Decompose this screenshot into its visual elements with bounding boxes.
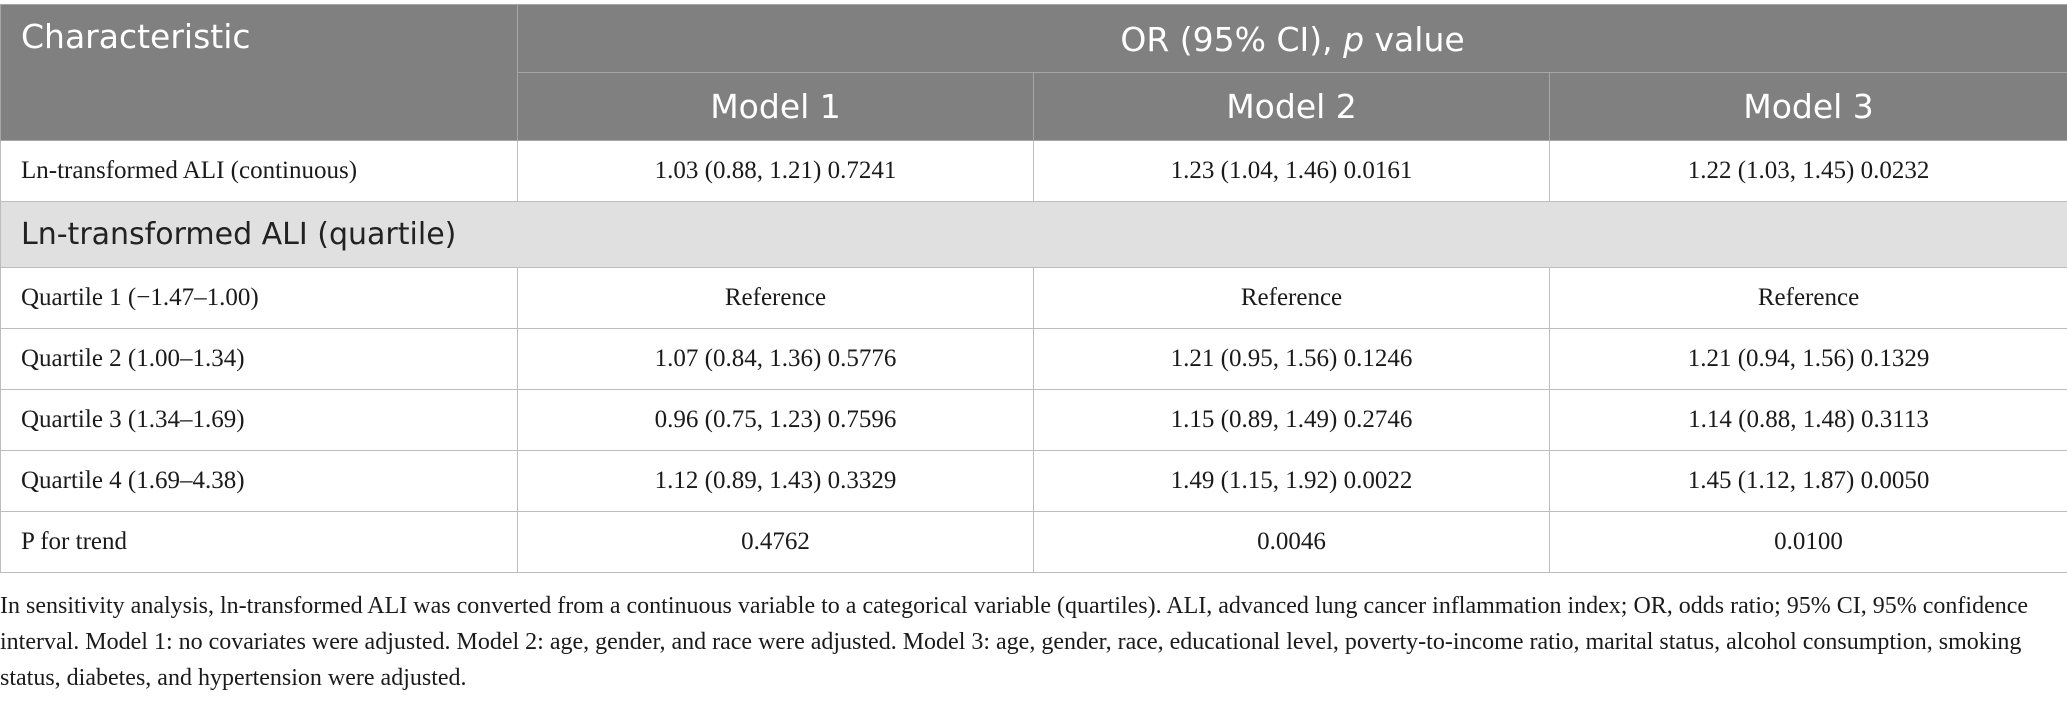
- header-or-group: OR (95% CI), p value: [516, 4, 2067, 73]
- table-row: Ln-transformed ALI (continuous) 1.03 (0.…: [0, 140, 2067, 202]
- cell-model-1: 1.12 (0.89, 1.43) 0.3329: [517, 450, 1034, 512]
- header-p-italic: p: [1343, 19, 1365, 59]
- table-body: Ln-transformed ALI (continuous) 1.03 (0.…: [0, 140, 2067, 573]
- cell-model-2: 1.23 (1.04, 1.46) 0.0161: [1033, 140, 1550, 202]
- cell-model-3: 1.21 (0.94, 1.56) 0.1329: [1548, 328, 2067, 390]
- cell-model-2: 1.21 (0.95, 1.56) 0.1246: [1033, 328, 1550, 390]
- header-characteristic: Characteristic: [0, 4, 518, 141]
- row-label: Quartile 2 (1.00–1.34): [0, 328, 518, 390]
- cell-model-3: 1.14 (0.88, 1.48) 0.3113: [1548, 389, 2067, 451]
- row-label: P for trend: [0, 511, 518, 573]
- header-or-prefix: OR (95% CI),: [1120, 19, 1344, 59]
- cell-model-1: Reference: [517, 267, 1034, 329]
- table-row: Quartile 3 (1.34–1.69) 0.96 (0.75, 1.23)…: [0, 389, 2067, 451]
- cell-model-2: Reference: [1033, 267, 1550, 329]
- cell-model-3: 1.45 (1.12, 1.87) 0.0050: [1548, 450, 2067, 512]
- cell-model-1: 1.03 (0.88, 1.21) 0.7241: [517, 140, 1034, 202]
- section-row: Ln-transformed ALI (quartile): [0, 201, 2067, 268]
- header-model-2: Model 2: [1033, 72, 1550, 141]
- row-label: Quartile 3 (1.34–1.69): [0, 389, 518, 451]
- row-label: Ln-transformed ALI (continuous): [0, 140, 518, 202]
- table-row: Quartile 2 (1.00–1.34) 1.07 (0.84, 1.36)…: [0, 328, 2067, 390]
- table-footnote: In sensitivity analysis, ln-transformed …: [0, 593, 2029, 691]
- header-or-suffix: value: [1364, 19, 1465, 59]
- section-label: Ln-transformed ALI (quartile): [0, 201, 2067, 268]
- cell-model-3: 0.0100: [1548, 511, 2067, 573]
- cell-model-2: 1.15 (0.89, 1.49) 0.2746: [1033, 389, 1550, 451]
- cell-model-1: 0.96 (0.75, 1.23) 0.7596: [517, 389, 1034, 451]
- table-header: Characteristic OR (95% CI), p value Mode…: [0, 4, 2067, 141]
- cell-model-3: 1.22 (1.03, 1.45) 0.0232: [1548, 140, 2067, 202]
- cell-model-3: Reference: [1548, 267, 2067, 329]
- table-row: P for trend 0.4762 0.0046 0.0100: [0, 511, 2067, 573]
- table-row: Quartile 4 (1.69–4.38) 1.12 (0.89, 1.43)…: [0, 450, 2067, 512]
- cell-model-1: 0.4762: [517, 511, 1034, 573]
- header-model-1: Model 1: [517, 72, 1034, 141]
- table-row: Quartile 1 (−1.47–1.00) Reference Refere…: [0, 267, 2067, 329]
- header-model-3: Model 3: [1548, 72, 2067, 141]
- results-table-container: Characteristic OR (95% CI), p value Mode…: [0, 4, 2067, 573]
- odds-ratio-table: Characteristic OR (95% CI), p value Mode…: [0, 4, 2067, 573]
- cell-model-2: 0.0046: [1033, 511, 1550, 573]
- row-label: Quartile 1 (−1.47–1.00): [0, 267, 518, 329]
- cell-model-1: 1.07 (0.84, 1.36) 0.5776: [517, 328, 1034, 390]
- row-label: Quartile 4 (1.69–4.38): [0, 450, 518, 512]
- cell-model-2: 1.49 (1.15, 1.92) 0.0022: [1033, 450, 1550, 512]
